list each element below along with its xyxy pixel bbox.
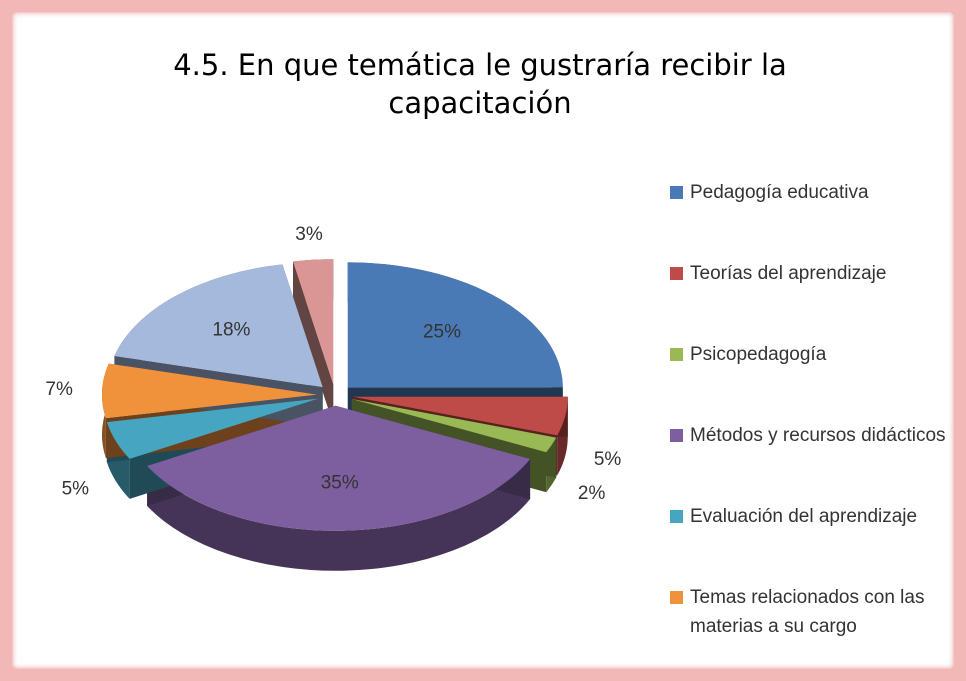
slice [102,363,318,419]
legend-item: Evaluación del aprendizaje [670,502,958,531]
chart-title: 4.5. En que temática le gustraría recibi… [173,48,787,120]
data-label: 2% [578,483,606,504]
legend-swatch [670,267,683,280]
data-label: 7% [45,379,73,400]
slice [293,259,334,385]
legend-swatch [670,348,683,361]
legend-label: Temas relacionados con las materias a su… [690,587,925,637]
slice [114,264,323,388]
slice [351,398,557,453]
slice [147,405,531,531]
data-label: 18% [212,320,250,341]
slice [347,262,563,388]
legend-swatch [670,186,683,199]
slice [352,396,568,436]
legend-swatch [670,591,683,604]
legend-item: Temas relacionados con las materias a su… [670,583,958,641]
slice [106,398,319,459]
data-label: 5% [62,478,90,499]
legend-swatch [670,510,683,523]
data-label: 3% [295,224,323,245]
legend-item: Teorías del aprendizaje [670,259,958,288]
legend-label: Psicopedagogía [690,344,827,365]
legend-item: Pedagogía educativa [670,178,958,207]
data-label: 5% [594,449,622,470]
legend-item: Psicopedagogía [670,340,958,369]
legend-label: Teorías del aprendizaje [690,263,887,284]
legend-label: Evaluación del aprendizaje [690,506,918,527]
legend-item: Métodos y recursos didácticos [670,421,958,450]
legend-label: Pedagogía educativa [690,182,869,203]
slice-side [147,459,531,571]
legend-label: Métodos y recursos didácticos [690,425,946,446]
slice-wall [293,261,334,425]
data-label: 35% [321,472,359,493]
legend-swatch [670,429,683,442]
data-label: 25% [423,322,461,343]
